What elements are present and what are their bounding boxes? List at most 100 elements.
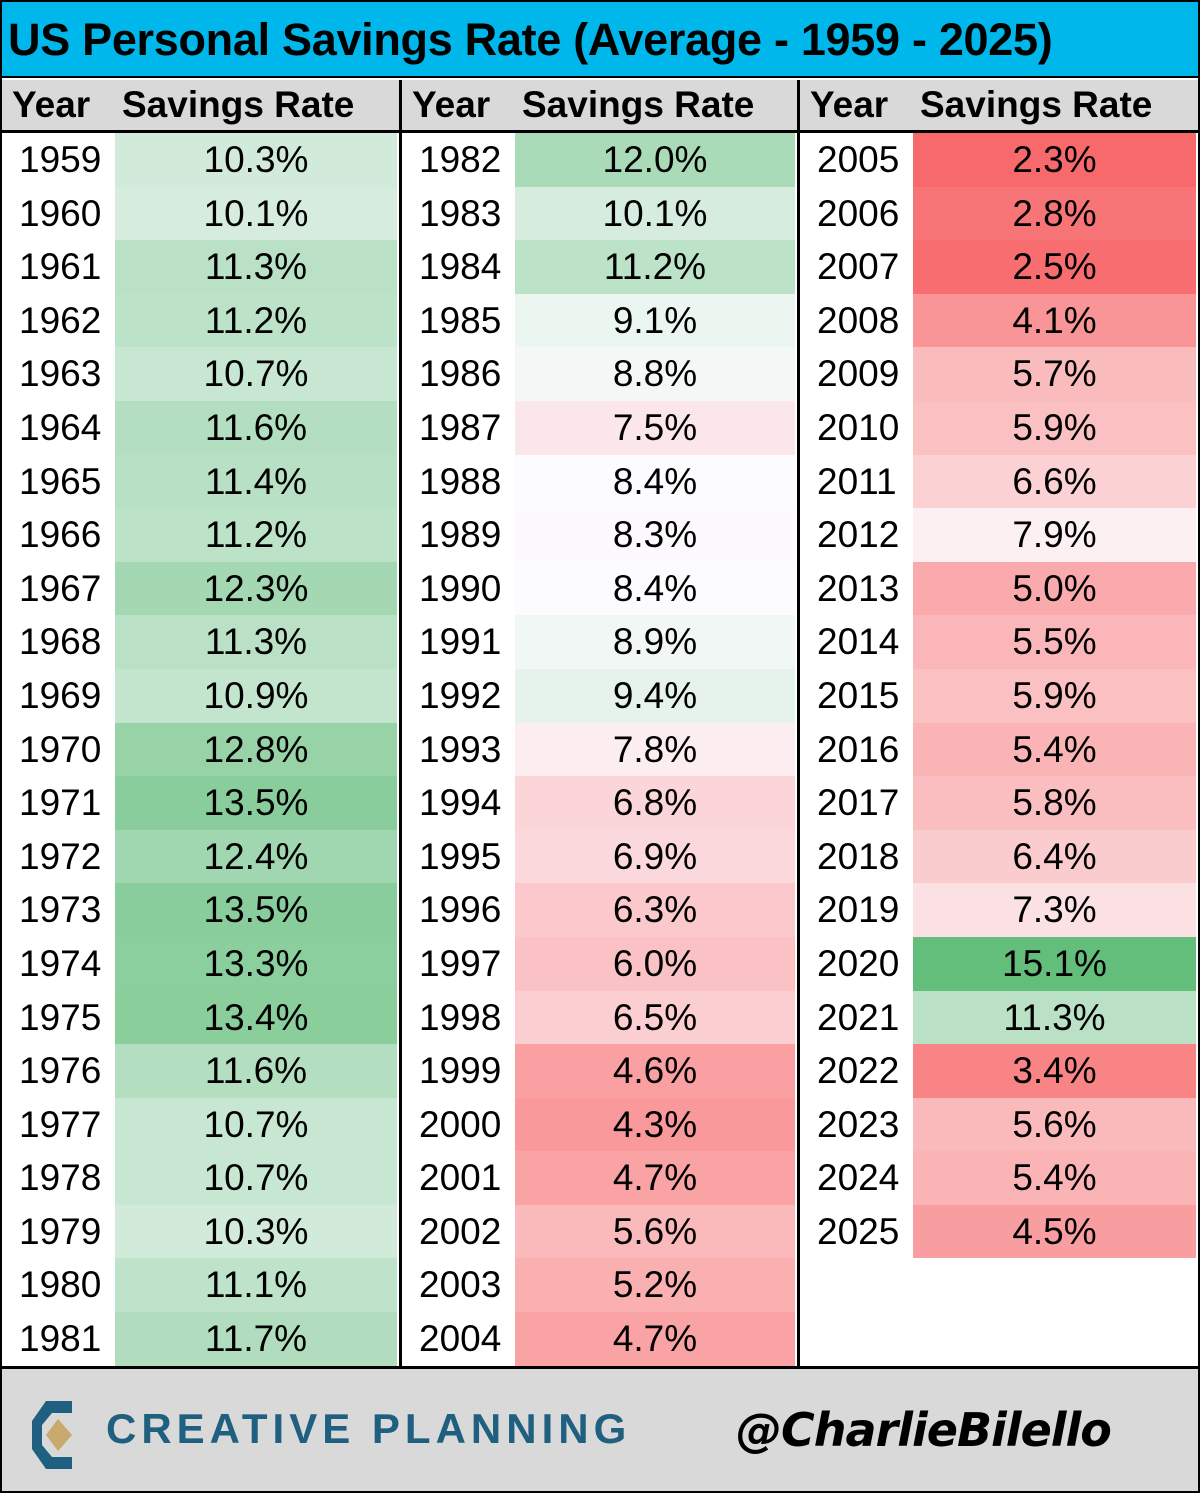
- column-group-3: Year Savings Rate 2005 2.3% 2006 2.8% 2007 2.…: [797, 80, 1198, 1366]
- savings-rate-cell: 7.8%: [515, 722, 795, 777]
- year-cell: 1975: [2, 990, 115, 1045]
- year-cell: 1971: [2, 776, 115, 830]
- year-cell: 1965: [2, 454, 115, 509]
- rows: 1982 12.0% 1983 10.1% 1984 11.2% 1985 9.1% 1986 8…: [402, 133, 797, 1366]
- savings-rate-cell: 11.4%: [115, 454, 397, 509]
- savings-rate-cell: 13.4%: [115, 990, 397, 1045]
- table-row: 1999 4.6%: [402, 1044, 797, 1098]
- year-header: Year: [412, 84, 491, 125]
- table-row: 2024 5.4%: [800, 1151, 1198, 1205]
- year-cell: 2022: [800, 1044, 913, 1098]
- savings-rate-cell: 11.6%: [115, 1044, 397, 1098]
- savings-rate-cell: 11.2%: [515, 240, 795, 294]
- year-cell: 2002: [402, 1204, 515, 1259]
- table-row: 1975 13.4%: [2, 990, 399, 1045]
- table-row: 1992 9.4%: [402, 668, 797, 723]
- savings-rate-cell: 11.1%: [115, 1258, 397, 1313]
- table-row: 1959 10.3%: [2, 133, 399, 187]
- column-header: Year Savings Rate: [2, 80, 399, 133]
- year-cell: 2003: [402, 1258, 515, 1313]
- savings-rate-cell: 6.0%: [515, 936, 795, 991]
- year-cell: 1984: [402, 240, 515, 294]
- savings-rate-cell: 6.9%: [515, 829, 795, 884]
- year-cell: 1993: [402, 722, 515, 777]
- year-cell: 1978: [2, 1151, 115, 1205]
- table-row: 2022 3.4%: [800, 1044, 1198, 1098]
- savings-rate-cell: 7.5%: [515, 400, 795, 455]
- year-cell: 2018: [800, 829, 913, 884]
- table-row: 1961 11.3%: [2, 240, 399, 294]
- table-row: 1986 8.8%: [402, 347, 797, 401]
- table-row: 2005 2.3%: [800, 133, 1198, 187]
- table-row: 1969 10.9%: [2, 668, 399, 723]
- year-cell: 2011: [800, 454, 913, 509]
- year-cell: 2014: [800, 615, 913, 669]
- year-cell: 1973: [2, 883, 115, 937]
- savings-rate-cell: 5.6%: [515, 1204, 795, 1259]
- year-cell: 2016: [800, 722, 913, 777]
- savings-rate-cell: 10.7%: [115, 1097, 397, 1152]
- table-row: 1960 10.1%: [2, 186, 399, 241]
- creative-planning-logo-icon: [32, 1401, 72, 1469]
- table-row: 2019 7.3%: [800, 883, 1198, 937]
- savings-rate-cell: 4.7%: [515, 1151, 795, 1205]
- savings-rate-cell: 10.7%: [115, 1151, 397, 1205]
- year-cell: 1959: [2, 133, 115, 187]
- table-row: 1981 11.7%: [2, 1312, 399, 1366]
- table-row: 1985 9.1%: [402, 293, 797, 348]
- year-cell: 1980: [2, 1258, 115, 1313]
- table-row: 2020 15.1%: [800, 936, 1198, 991]
- year-cell: 1992: [402, 668, 515, 723]
- table-row: 1967 12.3%: [2, 561, 399, 616]
- year-cell: 1967: [2, 561, 115, 616]
- table-row: 1993 7.8%: [402, 722, 797, 777]
- rate-header: Savings Rate: [522, 84, 755, 125]
- year-cell: 1985: [402, 293, 515, 348]
- savings-rate-cell: 11.3%: [115, 615, 397, 669]
- year-cell: 2020: [800, 936, 913, 991]
- table-row: 1972 12.4%: [2, 829, 399, 884]
- year-cell: 1966: [2, 508, 115, 562]
- savings-rate-cell: 7.9%: [913, 508, 1196, 562]
- table-row: 1983 10.1%: [402, 186, 797, 241]
- table-row: 2023 5.6%: [800, 1097, 1198, 1152]
- savings-rate-cell: 3.4%: [913, 1044, 1196, 1098]
- table-row: 1977 10.7%: [2, 1097, 399, 1152]
- footer: CREATIVE PLANNING @CharlieBilello: [2, 1366, 1198, 1491]
- savings-rate-cell: 2.5%: [913, 240, 1196, 294]
- table-row: 2025 4.5%: [800, 1204, 1198, 1259]
- table-row: 2012 7.9%: [800, 508, 1198, 562]
- savings-rate-cell: 10.3%: [115, 1204, 397, 1259]
- table-row: 1990 8.4%: [402, 561, 797, 616]
- savings-rate-cell: 5.5%: [913, 615, 1196, 669]
- year-cell: 2013: [800, 561, 913, 616]
- savings-rate-cell: 9.4%: [515, 668, 795, 723]
- column-header: Year Savings Rate: [402, 80, 797, 133]
- savings-rate-cell: 6.5%: [515, 990, 795, 1045]
- table-row: 2001 4.7%: [402, 1151, 797, 1205]
- year-cell: 2015: [800, 668, 913, 723]
- table-row: 1979 10.3%: [2, 1204, 399, 1259]
- savings-rate-cell: 15.1%: [913, 936, 1196, 991]
- table-row: 2010 5.9%: [800, 400, 1198, 455]
- savings-rate-cell: 5.7%: [913, 347, 1196, 401]
- table-row: 1976 11.6%: [2, 1044, 399, 1098]
- table-row: 1998 6.5%: [402, 990, 797, 1045]
- year-cell: 2004: [402, 1312, 515, 1366]
- year-cell: 2009: [800, 347, 913, 401]
- savings-rate-cell: 13.5%: [115, 776, 397, 830]
- year-cell: 1988: [402, 454, 515, 509]
- year-cell: 2019: [800, 883, 913, 937]
- rows: 1959 10.3% 1960 10.1% 1961 11.3% 1962 11.2% 1963…: [2, 133, 399, 1366]
- table-row: 2015 5.9%: [800, 668, 1198, 723]
- year-cell: 2017: [800, 776, 913, 830]
- savings-rate-cell: 11.3%: [115, 240, 397, 294]
- table-row: 1984 11.2%: [402, 240, 797, 294]
- savings-rate-cell: 10.3%: [115, 133, 397, 187]
- year-cell: 1972: [2, 829, 115, 884]
- table-row: 1996 6.3%: [402, 883, 797, 937]
- table-row: 1987 7.5%: [402, 400, 797, 455]
- savings-rate-cell: 5.6%: [913, 1097, 1196, 1152]
- year-cell: 1986: [402, 347, 515, 401]
